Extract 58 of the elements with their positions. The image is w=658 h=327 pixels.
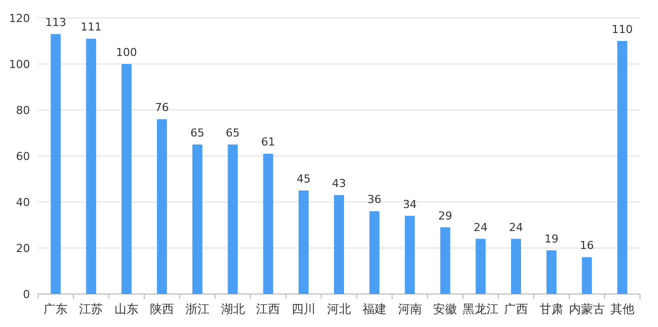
y-tick-label: 100 [9,58,30,71]
data-label: 65 [226,126,240,140]
data-label: 29 [438,209,452,222]
bar [86,38,96,294]
bar [122,64,132,294]
y-tick-label: 60 [16,150,30,163]
data-label: 16 [580,239,594,252]
bar [192,144,202,294]
data-label: 111 [80,20,102,34]
data-label: 34 [402,198,417,211]
x-tick-label: 广西 [504,302,528,316]
x-tick-label: 四川 [292,302,316,316]
x-tick-label: 湖北 [220,302,245,316]
bar [369,211,380,294]
bar [404,216,415,294]
data-label: 113 [45,16,66,30]
bar [617,41,628,294]
data-label: 24 [474,220,488,234]
data-label: 76 [154,101,169,114]
bar [476,238,486,294]
bar [582,257,592,294]
bar [263,154,274,294]
x-tick-label: 其他 [610,302,634,316]
x-tick-label: 广东 [44,302,68,316]
x-tick-label: 浙江 [185,302,210,316]
data-label: 36 [367,193,382,206]
data-label: 61 [261,136,276,149]
x-tick-label: 江苏 [79,302,104,316]
x-tick-label: 山东 [114,302,139,316]
y-tick-label: 0 [23,288,30,301]
data-label: 100 [116,46,138,59]
bar [50,34,61,294]
data-label: 43 [332,177,346,190]
x-tick-label: 江西 [256,302,280,316]
x-tick-label: 内蒙古 [568,302,605,316]
bar [546,250,556,294]
bar [298,190,309,294]
data-label: 110 [612,23,633,36]
bar [511,238,522,294]
data-label: 45 [296,172,311,186]
bar [156,119,167,294]
bar [334,195,344,294]
y-tick-label: 80 [16,104,30,117]
x-tick-label: 福建 [362,302,386,316]
x-tick-label: 河北 [327,302,351,316]
x-tick-label: 陕西 [150,302,174,316]
y-tick-label: 20 [16,242,30,255]
bar [440,227,450,294]
x-tick-label: 河南 [398,302,422,316]
x-tick-label: 甘肃 [539,302,564,316]
data-label: 19 [544,232,558,246]
bar [228,144,238,294]
x-tick-label: 安徽 [433,302,458,316]
x-tick-label: 黑龙江 [462,302,499,316]
data-label: 65 [190,126,204,140]
y-tick-label: 120 [9,12,30,25]
data-label: 24 [509,220,524,234]
y-tick-label: 40 [16,196,30,209]
